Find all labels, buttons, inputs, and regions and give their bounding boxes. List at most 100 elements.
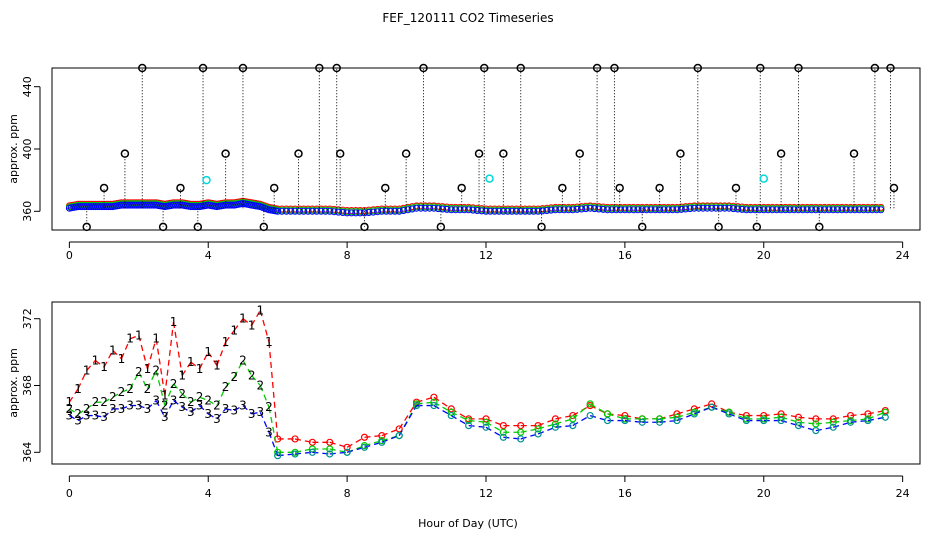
baseline-point	[742, 206, 750, 214]
baseline-point	[400, 207, 407, 214]
x-tick-label: 8	[344, 487, 351, 500]
baseline-point	[656, 206, 664, 214]
baseline-point	[729, 205, 737, 213]
series-3-label: 3	[222, 402, 230, 416]
baseline-point	[821, 206, 828, 214]
spike-point	[381, 183, 390, 193]
series-3-segment	[190, 405, 200, 413]
baseline-point	[139, 201, 147, 209]
top-x-axis: 0 4 8 12 16 20 24	[66, 241, 910, 262]
series-2-segment	[129, 371, 140, 390]
series-2-label: 2	[74, 407, 82, 421]
spike-point	[499, 149, 508, 158]
baseline-point	[326, 207, 334, 215]
series-3-point	[777, 416, 785, 425]
series-1-label: 1	[144, 362, 152, 376]
x-tick-label: 24	[896, 249, 910, 262]
series-2-label: 2	[222, 380, 230, 394]
series-3-segment	[199, 405, 209, 415]
spike-point	[82, 222, 91, 232]
baseline-point	[816, 206, 824, 214]
series-2-segment	[77, 408, 88, 415]
series-1-label: 1	[74, 382, 82, 396]
baseline-point	[456, 206, 464, 214]
series-2-label: 2	[204, 394, 212, 408]
series-2-point	[465, 416, 473, 425]
spike-point	[637, 222, 647, 232]
series-1-label: 1	[92, 353, 100, 367]
baseline-point	[699, 204, 707, 212]
series-1-segment	[172, 321, 183, 376]
spike-point	[457, 183, 466, 193]
baseline-point	[530, 207, 538, 215]
x-tick-label: 0	[66, 487, 73, 500]
baseline-point	[604, 206, 611, 214]
series-1-segment	[216, 341, 227, 366]
series-2-label: 2	[66, 402, 74, 416]
baseline-point	[855, 206, 863, 214]
baseline-point	[751, 206, 759, 214]
baseline-point	[499, 207, 507, 215]
series-2-point	[482, 418, 490, 426]
series-2-segment	[121, 388, 131, 393]
series-2-segment	[146, 370, 157, 390]
series-1-point	[308, 438, 316, 446]
series-2-segment	[112, 391, 122, 398]
series-3-point	[499, 433, 507, 441]
top-y-axis-label: approx. ppm	[7, 114, 20, 184]
series-1-label: 1	[239, 312, 247, 326]
series-3-label: 3	[109, 402, 117, 416]
baseline-point	[790, 206, 798, 214]
baseline-point	[148, 201, 156, 209]
series-1-label: 1	[256, 303, 264, 317]
baseline-point	[621, 206, 629, 214]
series-1-segment	[190, 361, 200, 370]
series-3-label: 3	[152, 394, 160, 408]
baseline-point	[408, 205, 416, 213]
baseline-point	[591, 205, 598, 213]
series-1-label: 1	[126, 332, 134, 346]
series-2-label: 2	[126, 382, 134, 396]
baseline-point	[643, 206, 651, 214]
baseline-point	[808, 206, 815, 214]
baseline-point	[330, 208, 338, 216]
series-1-label: 1	[265, 335, 273, 349]
baseline-point	[755, 206, 763, 214]
series-2-segment	[86, 401, 96, 410]
series-3-label: 3	[178, 400, 186, 414]
series-3-point	[673, 416, 681, 425]
series-3-segment	[77, 415, 88, 422]
series-2-segment	[268, 407, 279, 453]
y-tick-label: 440	[21, 76, 34, 97]
baseline-point	[291, 207, 299, 215]
series-2-segment	[181, 393, 192, 403]
series-2-point	[499, 428, 507, 436]
baseline-point	[578, 205, 585, 213]
series-2-segment	[69, 408, 79, 415]
series-3-segment	[207, 413, 218, 420]
spike-point	[558, 183, 567, 193]
series-1-point	[291, 435, 299, 443]
y-tick-label: 364	[21, 442, 34, 463]
series-3-label: 3	[92, 409, 100, 423]
series-2-segment	[138, 371, 149, 390]
y-tick-label: 400	[21, 139, 34, 160]
series-3-label: 3	[161, 410, 169, 424]
series-3-segment	[268, 432, 279, 456]
series-1-segment	[198, 351, 209, 370]
baseline-point	[764, 206, 772, 214]
series-3-segment	[242, 405, 253, 415]
cyan-point	[759, 174, 769, 183]
baseline-point	[321, 207, 329, 215]
series-1-label: 1	[222, 335, 230, 349]
series-3-segment	[103, 408, 114, 418]
baseline-point	[369, 208, 377, 216]
spike-point	[138, 63, 147, 73]
series-2-label: 2	[230, 370, 238, 384]
series-1-point	[517, 421, 525, 430]
baseline-point	[634, 206, 642, 214]
series-2-segment	[259, 385, 270, 408]
baseline-point	[651, 206, 659, 214]
baseline-point	[107, 203, 115, 211]
